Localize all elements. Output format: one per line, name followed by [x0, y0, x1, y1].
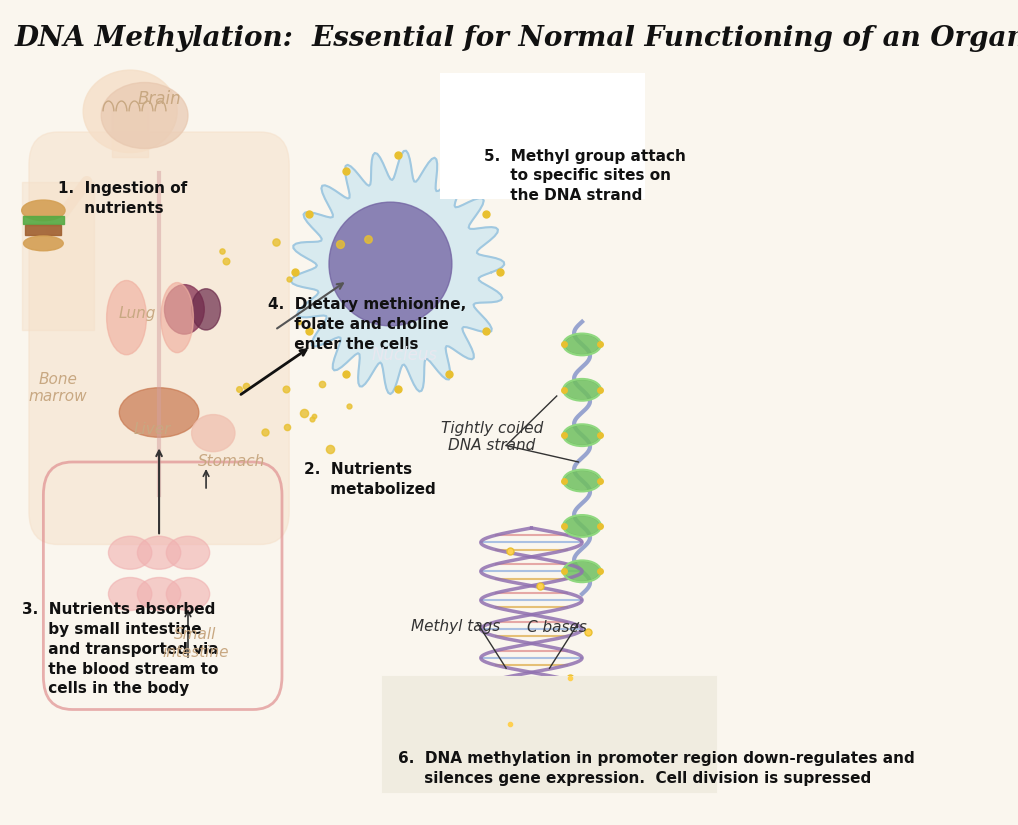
FancyBboxPatch shape — [383, 676, 716, 792]
Ellipse shape — [161, 282, 193, 353]
Ellipse shape — [119, 388, 199, 437]
Text: Tightly coiled
DNA strand: Tightly coiled DNA strand — [441, 421, 543, 454]
Text: 6.  DNA methylation in promoter region down-regulates and
     silences gene exp: 6. DNA methylation in promoter region do… — [398, 751, 914, 785]
Ellipse shape — [329, 202, 452, 326]
Ellipse shape — [165, 285, 205, 334]
Ellipse shape — [191, 289, 221, 330]
Ellipse shape — [166, 578, 210, 610]
Text: 5.  Methyl group attach
     to specific sites on
     the DNA strand: 5. Methyl group attach to specific sites… — [485, 148, 686, 203]
Text: DNA Methylation:  Essential for Normal Functioning of an Organism: DNA Methylation: Essential for Normal Fu… — [14, 25, 1018, 52]
Ellipse shape — [109, 536, 152, 569]
Text: Methyl tags: Methyl tags — [411, 620, 500, 634]
Text: Liver: Liver — [133, 422, 171, 436]
Ellipse shape — [191, 414, 235, 452]
Ellipse shape — [564, 470, 600, 491]
Text: 3.  Nutrients absorbed
     by small intestine
     and transported via
     the: 3. Nutrients absorbed by small intestine… — [21, 602, 218, 696]
Text: Bone
marrow: Bone marrow — [29, 371, 88, 404]
Ellipse shape — [109, 578, 152, 610]
FancyBboxPatch shape — [29, 132, 289, 544]
FancyBboxPatch shape — [441, 74, 643, 198]
Ellipse shape — [101, 82, 188, 148]
Ellipse shape — [564, 516, 600, 536]
Polygon shape — [21, 182, 94, 330]
Text: Nucleus: Nucleus — [372, 346, 438, 364]
Text: 2.  Nutrients
     metabolized: 2. Nutrients metabolized — [303, 462, 436, 497]
Ellipse shape — [564, 561, 600, 582]
Ellipse shape — [166, 536, 210, 569]
Ellipse shape — [107, 280, 147, 355]
Text: Lung: Lung — [119, 306, 156, 321]
Bar — [112, 107, 149, 157]
Ellipse shape — [564, 425, 600, 446]
Ellipse shape — [83, 70, 177, 153]
Ellipse shape — [137, 536, 181, 569]
Text: Stomach: Stomach — [197, 455, 265, 469]
Bar — [25, 225, 61, 235]
Text: 4.  Dietary methionine,
     folate and choline
     enter the cells: 4. Dietary methionine, folate and cholin… — [268, 297, 466, 351]
Ellipse shape — [564, 380, 600, 400]
Text: Small
intestine: Small intestine — [162, 627, 228, 660]
Text: Brain: Brain — [137, 90, 181, 108]
Ellipse shape — [21, 200, 65, 220]
Ellipse shape — [137, 578, 181, 610]
Bar — [23, 216, 64, 224]
Ellipse shape — [23, 236, 63, 251]
Text: C bases: C bases — [526, 620, 586, 634]
Polygon shape — [291, 151, 504, 394]
Text: 1.  Ingestion of
     nutrients: 1. Ingestion of nutrients — [58, 182, 187, 216]
Ellipse shape — [564, 334, 600, 355]
